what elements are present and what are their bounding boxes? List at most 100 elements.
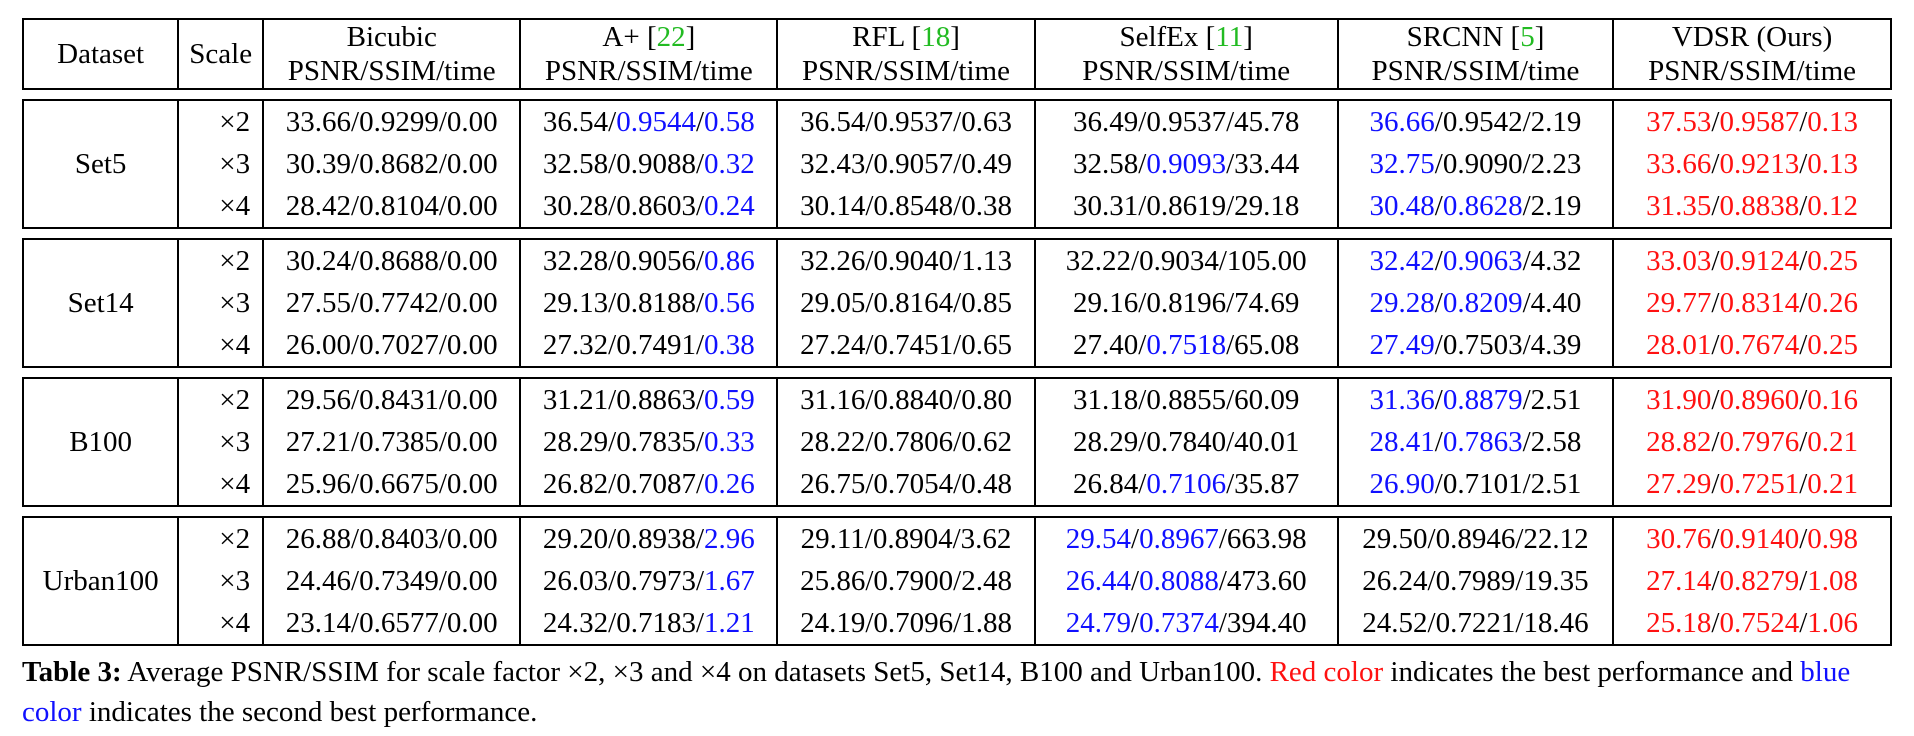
scale-factor: ×4 [219, 468, 251, 500]
time-value: 0.00 [446, 245, 498, 277]
metric-value: 24.32/0.7183/1.21 [542, 607, 755, 639]
ssim-value: 0.8196 [1146, 287, 1227, 319]
metric-cell: 26.88/0.8403/0.00 24.46/0.7349/0.00 23.14/… [262, 516, 522, 646]
metric-value: 32.26/0.9040/1.13 [800, 245, 1012, 277]
time-value: 0.48 [961, 468, 1012, 500]
scale-factor: ×4 [219, 190, 251, 222]
metric-cell: 37.53/0.9587/0.13 33.66/0.9213/0.13 31.35/… [1612, 99, 1892, 229]
metric-value: 25.86/0.7900/2.48 [800, 565, 1012, 597]
metric-value: 32.43/0.9057/0.49 [800, 148, 1012, 180]
metric-value: 32.58/0.9093/33.44 [1073, 148, 1300, 180]
metric-value: 26.90/0.7101/2.51 [1369, 468, 1582, 500]
ssim-value: 0.8188 [616, 287, 696, 319]
metric-cell: 32.42/0.9063/4.32 29.28/0.8209/4.40 27.49/… [1336, 238, 1615, 368]
ssim-value: 0.9063 [1442, 245, 1523, 277]
time-value: 0.38 [961, 190, 1012, 222]
metric-value: 31.21/0.8863/0.59 [542, 384, 755, 416]
psnr-value: 32.58 [1073, 148, 1139, 180]
metric-cell: 32.26/0.9040/1.13 29.05/0.8164/0.85 27.24/… [776, 238, 1036, 368]
psnr-value: 29.13 [542, 287, 609, 319]
header-method: SelfEx [11] PSNR/SSIM/time [1033, 18, 1339, 90]
metric-value: 29.05/0.8164/0.85 [800, 287, 1012, 319]
psnr-value: 28.42 [285, 190, 352, 222]
time-value: 0.16 [1807, 384, 1859, 416]
psnr-value: 30.76 [1646, 523, 1712, 555]
ssim-value: 0.7183 [616, 607, 696, 639]
ssim-value: 0.8960 [1719, 384, 1800, 416]
time-value: 2.48 [961, 565, 1012, 597]
citation-link[interactable]: 18 [921, 21, 951, 53]
time-value: 45.78 [1234, 106, 1300, 138]
metric-cell: 31.36/0.8879/2.51 28.41/0.7863/2.58 26.90/… [1336, 377, 1615, 507]
psnr-value: 32.28 [542, 245, 609, 277]
psnr-value: 31.21 [542, 384, 609, 416]
time-value: 0.80 [961, 384, 1012, 416]
time-value: 0.26 [1807, 287, 1859, 319]
psnr-value: 30.39 [285, 148, 352, 180]
psnr-value: 31.36 [1369, 384, 1435, 416]
ssim-value: 0.7087 [616, 468, 696, 500]
psnr-value: 27.21 [285, 426, 352, 458]
method-name: SelfEx [1119, 21, 1206, 53]
metric-value: 26.75/0.7054/0.48 [800, 468, 1012, 500]
time-value: 2.19 [1530, 106, 1582, 138]
psnr-value: 24.52 [1362, 607, 1428, 639]
ssim-value: 0.9537 [1146, 106, 1227, 138]
caption-red-phrase: Red color [1269, 656, 1384, 688]
time-value: 0.00 [446, 426, 498, 458]
caption-label: Table 3: [22, 656, 122, 688]
time-value: 0.00 [446, 329, 498, 361]
time-value: 0.00 [446, 287, 498, 319]
metric-value: 31.90/0.8960/0.16 [1646, 384, 1859, 416]
metric-value: 32.28/0.9056/0.86 [542, 245, 755, 277]
metric-value: 28.01/0.7674/0.25 [1646, 329, 1859, 361]
ssim-value: 0.9544 [616, 106, 696, 138]
metric-value: 36.54/0.9537/0.63 [800, 106, 1012, 138]
citation-link[interactable]: 11 [1215, 21, 1244, 53]
time-value: 40.01 [1234, 426, 1300, 458]
psnr-value: 26.84 [1073, 468, 1139, 500]
ssim-value: 0.8431 [359, 384, 439, 416]
method-name: RFL [852, 21, 912, 53]
time-value: 0.00 [446, 190, 498, 222]
psnr-value: 28.22 [800, 426, 866, 458]
ssim-value: 0.8682 [359, 148, 439, 180]
results-table: Dataset Scale Bicubic PSNR/SSIM/time A+ [… [21, 18, 1892, 646]
dataset-name: Set14 [21, 238, 180, 368]
metric-cell: 30.76/0.9140/0.98 27.14/0.8279/1.08 25.18/… [1612, 516, 1892, 646]
metric-value: 24.46/0.7349/0.00 [285, 565, 498, 597]
metric-cell: 31.16/0.8840/0.80 28.22/0.7806/0.62 26.75/… [776, 377, 1036, 507]
metric-value: 26.03/0.7973/1.67 [542, 565, 755, 597]
metric-cell: 32.28/0.9056/0.86 29.13/0.8188/0.56 27.32/… [519, 238, 779, 368]
psnr-value: 27.14 [1646, 565, 1712, 597]
ssim-value: 0.7976 [1719, 426, 1800, 458]
time-value: 1.21 [704, 607, 755, 639]
psnr-value: 27.55 [285, 287, 352, 319]
psnr-value: 30.48 [1369, 190, 1435, 222]
caption-text: Average PSNR/SSIM for scale factor ×2, ×… [121, 656, 1270, 688]
time-value: 2.96 [704, 523, 755, 555]
scale-cell: ×2 ×3 ×4 [177, 377, 265, 507]
citation-link[interactable]: 5 [1520, 21, 1535, 53]
time-value: 1.08 [1807, 565, 1859, 597]
time-value: 663.98 [1226, 523, 1307, 555]
ssim-value: 0.7742 [359, 287, 439, 319]
ssim-value: 0.8628 [1442, 190, 1523, 222]
metric-value: 30.39/0.8682/0.00 [285, 148, 498, 180]
ssim-value: 0.7385 [359, 426, 439, 458]
ssim-value: 0.8863 [616, 384, 696, 416]
table-caption: Table 3: Average PSNR/SSIM for scale fac… [22, 652, 1882, 732]
time-value: 0.00 [446, 565, 498, 597]
psnr-value: 30.28 [542, 190, 609, 222]
psnr-value: 30.14 [800, 190, 866, 222]
time-value: 0.00 [446, 148, 498, 180]
ssim-value: 0.8688 [359, 245, 439, 277]
time-value: 0.33 [704, 426, 755, 458]
psnr-value: 33.03 [1646, 245, 1712, 277]
metric-value: 27.40/0.7518/65.08 [1073, 329, 1300, 361]
citation-link[interactable]: 22 [656, 21, 686, 53]
ssim-value: 0.7989 [1435, 565, 1516, 597]
psnr-value: 37.53 [1646, 106, 1712, 138]
ssim-value: 0.7806 [873, 426, 954, 458]
ssim-value: 0.9587 [1719, 106, 1800, 138]
